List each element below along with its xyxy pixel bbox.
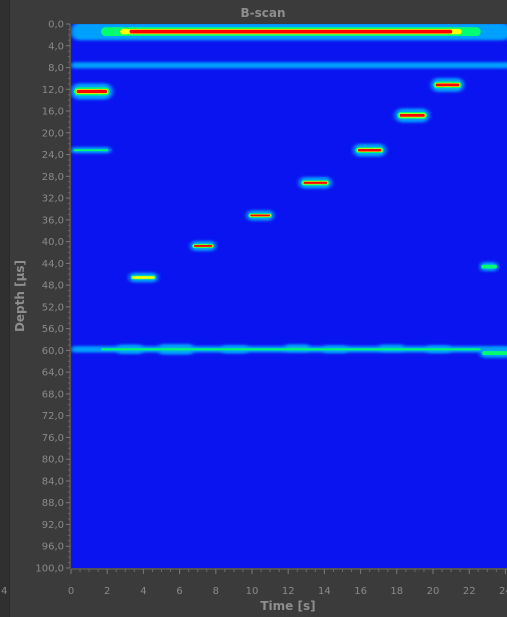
x-axis: 024681012141618202224 bbox=[68, 568, 507, 597]
reflection-band bbox=[303, 181, 328, 184]
x-tick-label: 20 bbox=[427, 586, 440, 597]
y-tick-label: 20,0 bbox=[42, 128, 64, 139]
reflection-7 bbox=[299, 177, 332, 189]
reflection-6 bbox=[246, 210, 274, 221]
reflection-band bbox=[101, 348, 481, 351]
y-tick-label: 56,0 bbox=[42, 324, 64, 335]
x-tick-label: 14 bbox=[318, 586, 331, 597]
y-tick-label: 100,0 bbox=[35, 564, 64, 575]
y-axis-title: Depth [µs] bbox=[13, 260, 27, 332]
reflection-band bbox=[435, 83, 460, 87]
y-tick-label: 24,0 bbox=[42, 150, 64, 161]
reflection-band bbox=[132, 276, 155, 279]
reflection-band bbox=[73, 149, 109, 152]
y-tick-label: 80,0 bbox=[42, 455, 64, 466]
reflection-19 bbox=[480, 262, 499, 272]
x-tick-label: 18 bbox=[390, 586, 403, 597]
reflection-5 bbox=[190, 240, 216, 251]
reflection-band bbox=[250, 214, 271, 217]
edge-label: 4 bbox=[1, 586, 7, 597]
y-tick-label: 72,0 bbox=[42, 411, 64, 422]
y-tick-label: 64,0 bbox=[42, 368, 64, 379]
y-tick-label: 28,0 bbox=[42, 172, 64, 183]
y-tick-label: 16,0 bbox=[42, 107, 64, 118]
x-tick-label: 0 bbox=[68, 586, 74, 597]
y-tick-label: 76,0 bbox=[42, 433, 64, 444]
y-tick-label: 96,0 bbox=[42, 542, 64, 553]
y-tick-label: 88,0 bbox=[42, 498, 64, 509]
y-tick-label: 0,0 bbox=[48, 20, 64, 31]
reflection-20 bbox=[480, 348, 507, 358]
reflection-band bbox=[482, 351, 507, 356]
reflection-18 bbox=[71, 346, 507, 353]
y-tick-label: 12,0 bbox=[42, 85, 64, 96]
reflection-8 bbox=[353, 143, 386, 157]
reflection-band bbox=[357, 148, 382, 152]
y-axis: 0,0 4,0 8,0 12,0 16,0 20,0 24,0 28,0 32,0 36,0 40,… bbox=[35, 20, 71, 575]
reflection-4 bbox=[128, 272, 158, 283]
x-tick-label: 2 bbox=[104, 586, 110, 597]
reflection-2 bbox=[71, 83, 113, 100]
x-tick-label: 24 bbox=[499, 586, 507, 597]
y-tick-label: 84,0 bbox=[42, 476, 64, 487]
y-tick-label: 68,0 bbox=[42, 389, 64, 400]
reflection-3 bbox=[71, 147, 111, 154]
x-tick-label: 22 bbox=[463, 586, 476, 597]
y-tick-label: 4,0 bbox=[48, 41, 64, 52]
reflection-0 bbox=[71, 24, 507, 41]
y-tick-label: 48,0 bbox=[42, 281, 64, 292]
y-tick-label: 8,0 bbox=[48, 63, 64, 74]
y-tick-label: 32,0 bbox=[42, 194, 64, 205]
x-tick-label: 4 bbox=[140, 586, 146, 597]
reflection-band bbox=[71, 62, 507, 69]
reflection-10 bbox=[431, 77, 464, 92]
y-tick-label: 52,0 bbox=[42, 302, 64, 313]
plot-area[interactable] bbox=[71, 24, 507, 568]
y-tick-label: 40,0 bbox=[42, 237, 64, 248]
reflection-band bbox=[76, 89, 108, 94]
left-panel-edge bbox=[0, 0, 10, 617]
x-tick-label: 12 bbox=[282, 586, 295, 597]
y-tick-label: 36,0 bbox=[42, 215, 64, 226]
reflection-band bbox=[129, 29, 453, 34]
x-axis-title: Time [s] bbox=[260, 599, 315, 613]
reflection-band bbox=[399, 113, 425, 117]
chart-title: B-scan bbox=[240, 6, 285, 20]
y-tick-label: 60,0 bbox=[42, 346, 64, 357]
reflection-band bbox=[481, 264, 497, 269]
reflection-1 bbox=[71, 62, 507, 69]
reflection-9 bbox=[394, 108, 430, 123]
x-tick-label: 10 bbox=[246, 586, 259, 597]
x-tick-label: 8 bbox=[213, 586, 219, 597]
y-tick-label: 92,0 bbox=[42, 520, 64, 531]
reflection-layer bbox=[71, 24, 507, 358]
y-tick-label: 44,0 bbox=[42, 259, 64, 270]
x-tick-label: 6 bbox=[176, 586, 182, 597]
x-tick-label: 16 bbox=[354, 586, 367, 597]
reflection-band bbox=[193, 245, 213, 247]
